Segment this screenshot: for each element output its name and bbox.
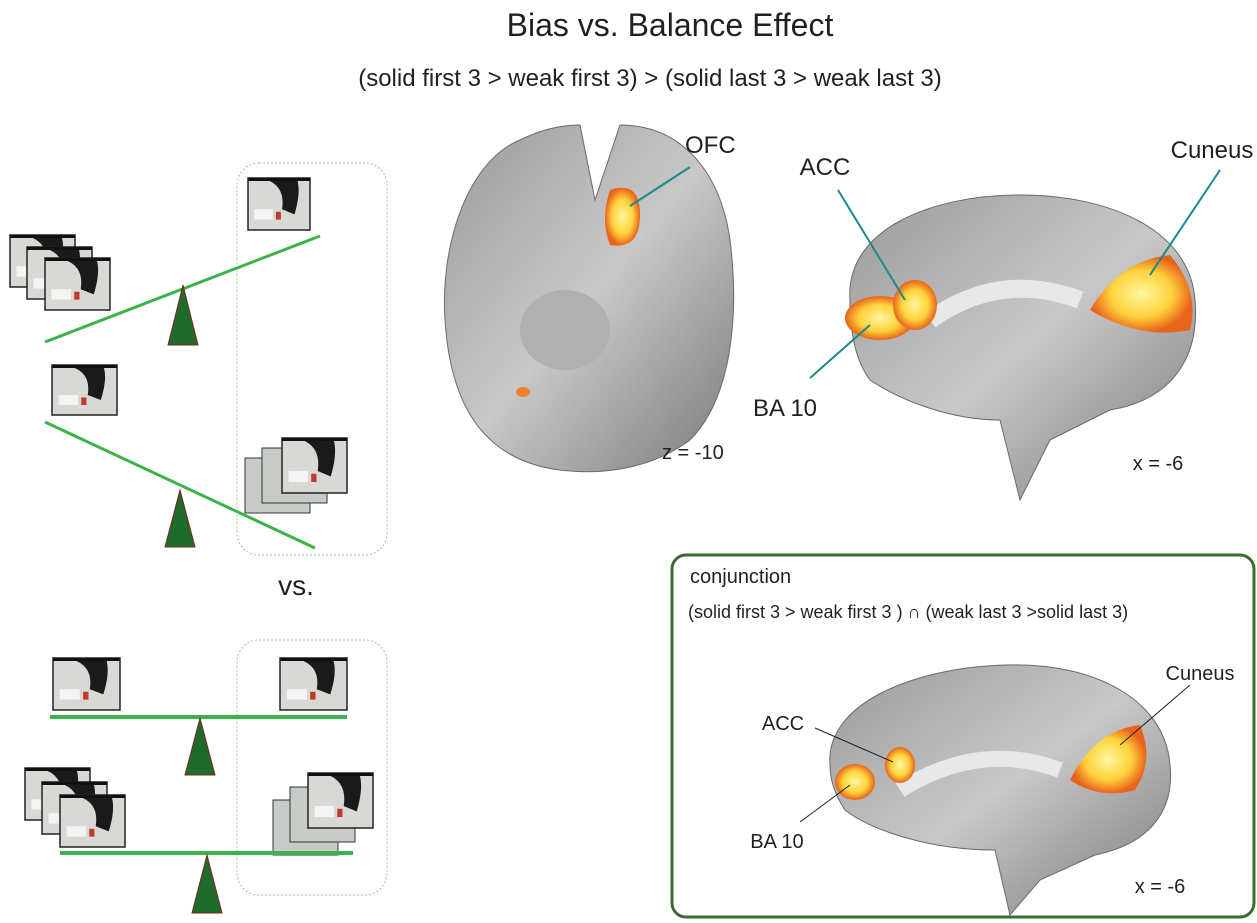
coordinate: x = -6 xyxy=(1135,876,1186,898)
fulcrum xyxy=(165,490,195,547)
region-label: ACC xyxy=(762,713,804,735)
object xyxy=(337,809,342,817)
object xyxy=(311,474,316,482)
paper xyxy=(67,826,87,836)
paper xyxy=(60,689,80,699)
thumbnail-top xyxy=(27,247,92,250)
panel-heading: conjunction xyxy=(690,566,791,588)
fulcrum xyxy=(185,718,215,775)
sagittal-brain: ACC Cuneus BA 10 x = -6 xyxy=(753,137,1253,500)
paper xyxy=(315,806,335,817)
object xyxy=(74,292,79,300)
region-label: BA 10 xyxy=(753,395,817,422)
pointer xyxy=(1150,170,1220,275)
title: Bias vs. Balance Effect xyxy=(507,7,834,43)
region-label: Cuneus xyxy=(1171,137,1254,164)
midbrain xyxy=(520,290,610,370)
figure: Bias vs. Balance Effect (solid first 3 >… xyxy=(0,0,1257,923)
thumbnail-top xyxy=(308,773,373,776)
separator: vs. xyxy=(278,570,314,601)
coordinate: x = -6 xyxy=(1133,453,1184,475)
thumbnail-top xyxy=(10,235,75,238)
fulcrum xyxy=(192,855,222,913)
paper xyxy=(59,395,79,405)
object xyxy=(89,829,94,837)
paper xyxy=(287,689,307,699)
object xyxy=(310,692,315,700)
thumbnail-top xyxy=(280,658,347,661)
activation xyxy=(885,747,915,783)
thumbnail-top xyxy=(53,658,120,661)
thumbnail-top xyxy=(52,365,117,368)
thumbnail-top xyxy=(282,438,347,441)
subtitle: (solid first 3 > weak first 3) > (solid … xyxy=(358,65,942,92)
coordinate: z = -10 xyxy=(662,442,724,464)
activation xyxy=(516,387,530,397)
object xyxy=(81,398,86,406)
region-label: Cuneus xyxy=(1166,663,1235,685)
object xyxy=(276,212,281,220)
object xyxy=(83,692,88,700)
conjunction-panel: conjunction (solid first 3 > weak first … xyxy=(672,555,1254,917)
activation xyxy=(893,280,937,330)
thumbnail-top xyxy=(45,258,110,261)
activation xyxy=(835,764,875,800)
activation xyxy=(605,188,640,246)
fulcrums xyxy=(165,285,222,913)
formula: (solid first 3 > weak first 3 ) ∩ (weak … xyxy=(688,602,1128,622)
thumbnail-top xyxy=(42,782,107,785)
paper xyxy=(289,471,309,482)
region-label: ACC xyxy=(800,154,851,181)
thumbnail-top xyxy=(248,178,310,181)
thumbnail-top xyxy=(25,768,90,771)
paper xyxy=(52,289,72,299)
axial-brain: OFC z = -10 xyxy=(444,125,735,472)
region-label: OFC xyxy=(685,132,736,159)
paper xyxy=(254,209,273,219)
thumbnail-top xyxy=(60,795,125,798)
region-label: BA 10 xyxy=(750,831,803,853)
